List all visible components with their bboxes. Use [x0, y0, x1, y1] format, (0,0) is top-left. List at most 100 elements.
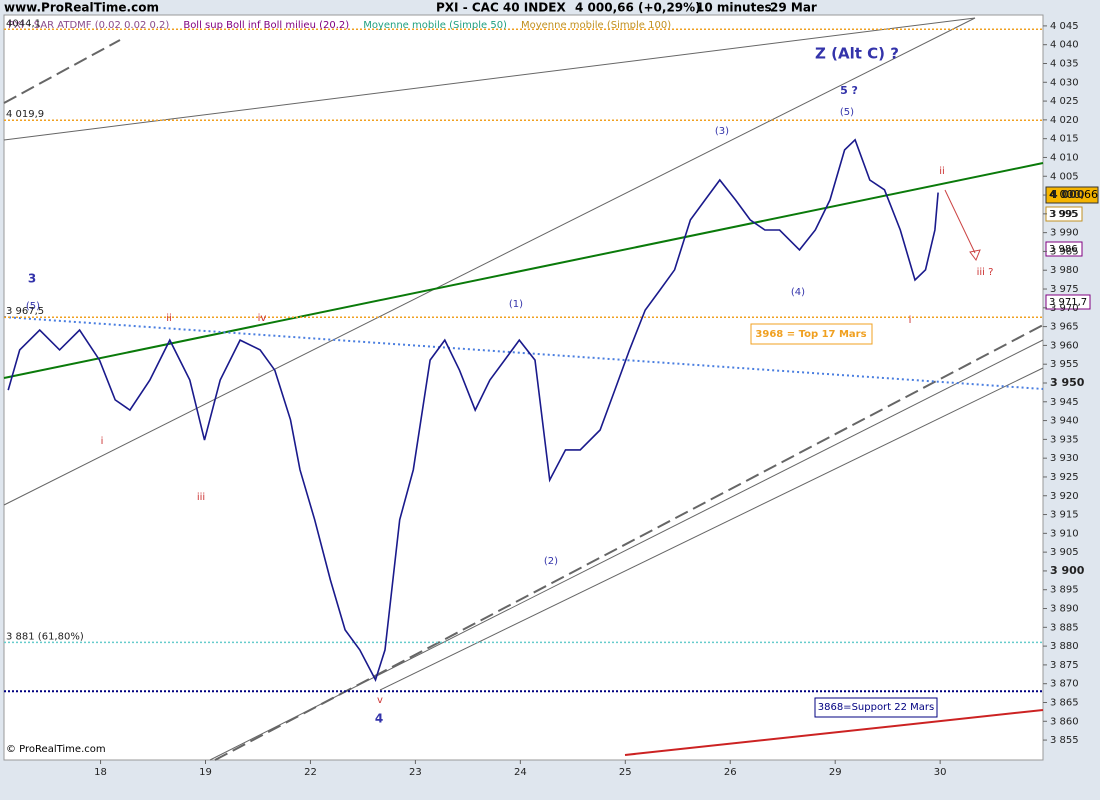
annotation: 3 [28, 272, 36, 286]
channel-line [3, 17, 976, 506]
annotation: 5 ? [840, 84, 858, 97]
x-tick-label: 24 [514, 767, 527, 778]
y-tick-label: 3 965 [1050, 322, 1079, 333]
y-tick-label: 3 990 [1050, 228, 1079, 239]
annotation: (5) [26, 301, 40, 312]
y-tick-label: 3 940 [1050, 416, 1079, 427]
y-tick-label: 3 910 [1050, 528, 1079, 539]
y-tick-label: 3 890 [1050, 604, 1079, 615]
y-tick-label: 3 975 [1050, 284, 1079, 295]
x-tick-label: 26 [724, 767, 737, 778]
x-tick-label: 22 [304, 767, 317, 778]
annotation: iii [197, 492, 205, 503]
price-tag-box [1045, 294, 1091, 310]
annotation: ii [939, 166, 945, 177]
annotation-box [750, 323, 873, 345]
last-price: 4 000,66 (+0,29%) [575, 1, 701, 15]
legend-label: Moyenne mobile (Simple 100) [521, 20, 671, 31]
level-label: 4044,1 [6, 18, 41, 29]
interval: 10 minutes [696, 1, 772, 15]
price-tags: 4 000,66 3 995 3 986 3 971,7 [1045, 186, 1099, 310]
trend-line [3, 162, 1044, 379]
y-tick-label: 3 955 [1050, 359, 1079, 370]
annotation: (5) [840, 107, 854, 118]
legend: PXI - SAR ATDMF (0.02 0.02 0.2) Boll sup … [8, 20, 671, 31]
annotation: Z (Alt C) ? [815, 45, 899, 63]
legend-label: Moyenne mobile (Simple 50) [363, 20, 507, 31]
y-tick-label: 3 960 [1050, 340, 1079, 351]
y-tick-label: 3 875 [1050, 660, 1079, 671]
price-tag: 3 995 [1049, 209, 1078, 220]
price-line [7, 138, 939, 682]
y-tick-label: 3 920 [1050, 491, 1079, 502]
x-tick-label: 18 [94, 767, 107, 778]
level-label: 3 967,5 [6, 306, 44, 317]
annotation: iii ? [977, 267, 994, 278]
y-tick-label: 3 895 [1050, 585, 1079, 596]
plot-area [3, 14, 1044, 761]
y-tick-label: 3 855 [1050, 735, 1079, 746]
price-tag: 3 971,7 [1049, 297, 1087, 308]
annotation-box [814, 697, 938, 718]
y-tick-label: 4 010 [1050, 152, 1079, 163]
y-tick-label: 3 950 [1050, 376, 1085, 389]
x-tick-label: 19 [199, 767, 212, 778]
level-label: 4 019,9 [6, 109, 44, 120]
y-tick-label: 3 905 [1050, 547, 1079, 558]
annotation: (4) [791, 287, 805, 298]
y-tick-label: 3 945 [1050, 397, 1079, 408]
y-tick-label: 4 005 [1050, 171, 1079, 182]
y-tick-label: 4 040 [1050, 40, 1079, 51]
annotation: (3) [715, 126, 729, 137]
y-tick-label: 3 915 [1050, 510, 1079, 521]
annotation: 3868=Support 22 Mars [818, 702, 935, 713]
annotations: Z (Alt C) ? 5 ? (5) (3) (1) (2) (4) 3 (5… [26, 45, 994, 726]
channel-line [3, 39, 121, 104]
y-tick-label: 4 015 [1050, 134, 1079, 145]
y-tick-label: 4 025 [1050, 96, 1079, 107]
legend-label: Boll sup Boll inf Boll milieu (20.2) [183, 20, 349, 31]
trend-lines [3, 17, 1044, 761]
footer: © ProRealTime.com [6, 744, 106, 755]
y-tick-label: 4 020 [1050, 115, 1079, 126]
level-label: 3 881 (61,80%) [6, 631, 84, 642]
y-tick-label: 3 900 [1050, 564, 1085, 577]
x-tick-label: 23 [409, 767, 422, 778]
annotation: i [909, 315, 912, 326]
y-tick-label: 3 925 [1050, 472, 1079, 483]
x-tick-label: 25 [619, 767, 632, 778]
price-tag: 4 000,66 [1049, 188, 1098, 201]
y-tick-label: 4 000 [1050, 188, 1085, 201]
date: 29 Mar [770, 1, 817, 15]
x-tick-label: 29 [829, 767, 842, 778]
annotation: i [101, 436, 104, 447]
trend-line [624, 709, 1044, 756]
channel-line [379, 367, 1044, 691]
annotation: (1) [509, 299, 523, 310]
y-tick-label: 4 045 [1050, 21, 1079, 32]
price-tag: 3 986 [1049, 244, 1078, 255]
y-tick-label: 4 030 [1050, 77, 1079, 88]
y-tick-label: 3 970 [1050, 303, 1079, 314]
annotation: ii [166, 313, 172, 324]
y-tick-label: 4 035 [1050, 58, 1079, 69]
annotation: v [377, 695, 383, 706]
annotation: (2) [544, 556, 558, 567]
y-tick-label: 3 865 [1050, 697, 1079, 708]
annotation: 4 [375, 712, 383, 726]
site: www.ProRealTime.com [4, 1, 159, 15]
y-tick-label: 3 980 [1050, 265, 1079, 276]
x-tick-label: 30 [934, 767, 947, 778]
trend-line [3, 316, 1044, 390]
y-tick-label: 3 995 [1050, 209, 1079, 220]
y-tick-label: 3 870 [1050, 679, 1079, 690]
channel-line [214, 324, 1044, 761]
y-tick-label: 3 985 [1050, 246, 1079, 257]
y-tick-label: 3 885 [1050, 622, 1079, 633]
chart-title: PXI - CAC 40 INDEX [436, 1, 566, 15]
y-tick-label: 3 880 [1050, 641, 1079, 652]
y-tick-label: 3 935 [1050, 434, 1079, 445]
y-tick-label: 3 860 [1050, 716, 1079, 727]
